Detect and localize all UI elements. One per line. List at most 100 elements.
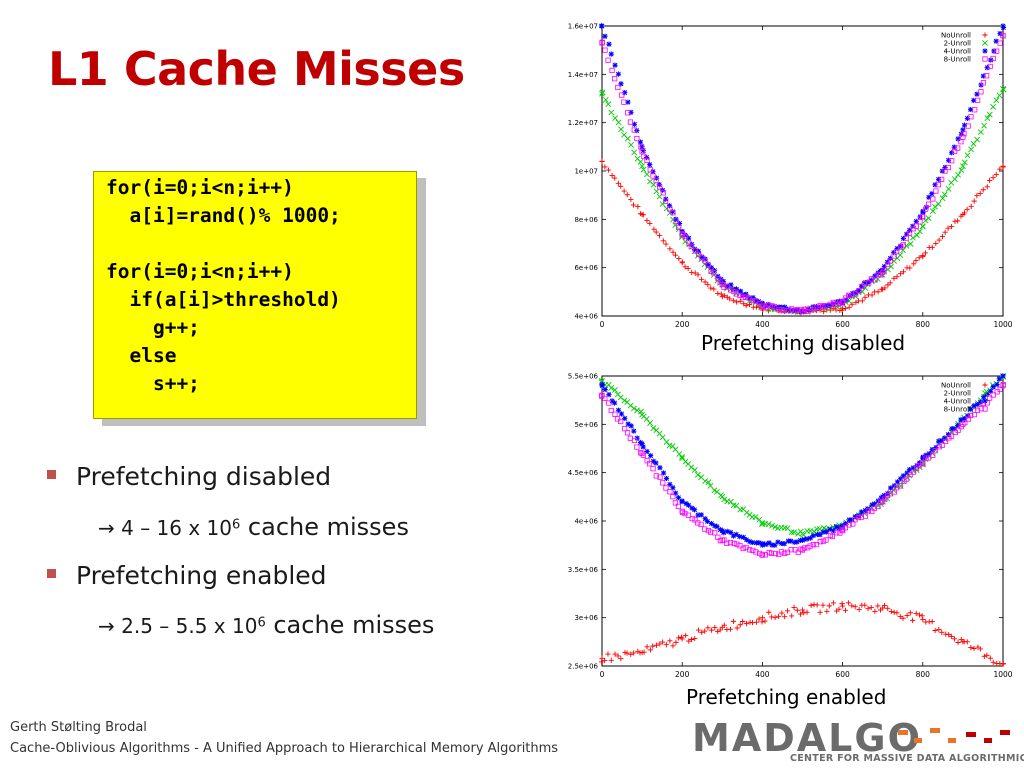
data-point [801,610,807,616]
data-point [907,265,913,271]
data-point [833,301,839,308]
data-point [651,226,657,232]
data-point [618,126,624,133]
data-point [625,421,631,427]
legend-marker [982,398,988,404]
data-point [740,294,746,301]
data-point [978,89,984,95]
footer-title: Cache-Oblivious Algorithms - A Unified A… [10,741,559,756]
data-point [917,219,923,225]
data-point [676,224,682,231]
data-point [960,416,966,423]
data-point [939,442,945,448]
data-point [657,184,663,190]
data-point [670,485,676,491]
data-point [965,123,971,129]
data-point [727,498,734,505]
data-point [759,552,765,558]
data-point [676,256,682,262]
data-point [904,612,910,619]
data-point [817,304,823,310]
data-point [615,180,621,186]
data-point [833,307,839,313]
data-point [955,136,961,142]
bullet-prefetch-enabled: Prefetching enabled [47,561,327,590]
data-point [949,150,955,156]
data-point [657,474,663,480]
data-point [804,609,810,615]
data-point [842,525,849,531]
data-point [625,110,631,116]
data-point [644,171,650,178]
data-point [611,400,618,406]
data-point [881,602,888,609]
legend-label: 4-Unroll [944,398,971,406]
data-point [820,304,826,310]
data-point [760,303,766,309]
data-point [740,545,746,552]
data-point [845,600,852,606]
data-point [836,606,842,612]
data-point [641,649,647,655]
x-tick-label: 400 [755,670,770,679]
data-point [756,540,762,546]
data-point [830,301,836,307]
data-point [919,214,925,220]
data-point [894,245,900,252]
data-point [688,464,695,471]
data-point [968,406,974,412]
data-point [670,210,676,216]
data-point [650,466,656,472]
data-point [977,399,984,405]
madalgo-logo: MADALGO CENTER FOR MASSIVE DATA ALGORITH… [690,716,1024,768]
range-text: → 4 – 16 x 10 [98,516,233,540]
data-point [936,237,942,243]
data-point [628,141,635,148]
data-point [698,521,704,527]
data-point [640,452,646,458]
data-point [667,206,673,212]
data-point [859,298,865,304]
data-point [608,109,615,116]
data-point [951,636,958,642]
data-point [727,626,734,632]
data-point [727,296,733,302]
data-point [941,191,948,198]
data-point [644,448,650,455]
data-point [619,92,625,98]
data-point [733,531,739,537]
data-point [689,515,695,522]
data-point [641,153,647,159]
data-point [772,304,778,310]
data-point [862,294,868,300]
data-point [968,114,974,120]
data-point [993,171,999,178]
data-point [853,299,859,306]
data-point [788,306,795,312]
data-point [929,191,935,197]
y-tick-label: 2.5e+06 [568,663,599,671]
data-point [955,145,961,151]
data-point [868,277,874,283]
data-point [728,287,734,293]
data-point [673,218,679,224]
data-point [766,609,772,615]
data-point [609,67,615,74]
data-point [618,183,624,189]
data-point [615,119,622,126]
data-point [987,395,993,401]
data-point [907,610,913,616]
data-point [640,166,647,173]
data-point [933,240,939,247]
x-tick-label: 1000 [993,670,1012,679]
bullet-text: Prefetching enabled [76,561,327,590]
data-point [987,655,993,661]
data-point [659,201,666,207]
data-point [856,606,862,613]
data-point [724,528,730,534]
data-point [666,203,673,209]
data-point [926,451,932,457]
data-point [599,90,605,97]
data-point [935,176,942,182]
data-point [826,603,832,609]
